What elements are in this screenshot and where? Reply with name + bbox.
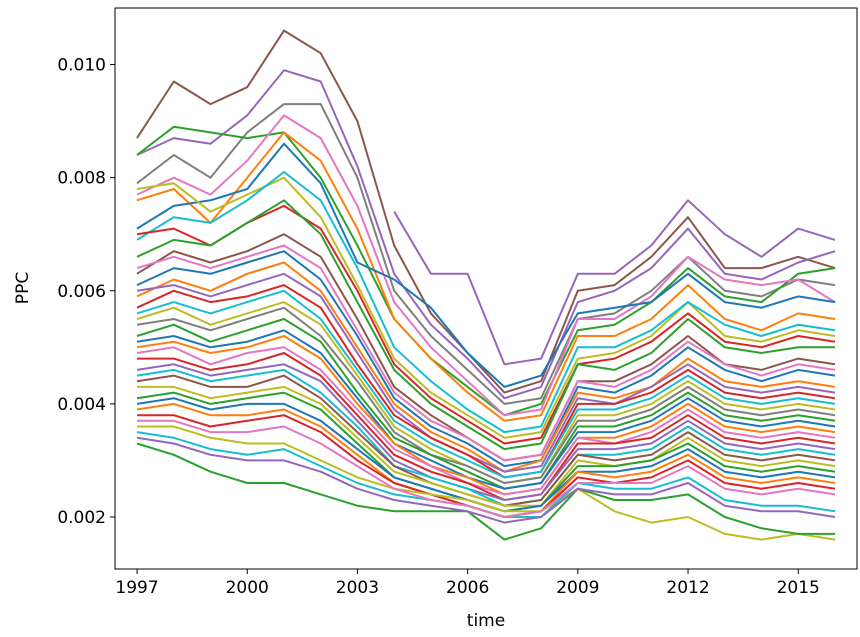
x-tick-label: 2012 [666, 578, 709, 598]
series-line-12 [136, 199, 835, 451]
y-tick-label: 0.008 [57, 169, 106, 189]
series-line-17 [136, 272, 836, 473]
series-line-8 [136, 142, 836, 388]
series-line-22 [136, 318, 836, 490]
series-line-9 [136, 176, 836, 439]
series-line-15 [136, 250, 836, 468]
series-line-2 [136, 69, 836, 400]
series-line-25 [136, 346, 836, 496]
series-line-21 [136, 306, 836, 484]
y-tick-label: 0.010 [57, 56, 106, 76]
series-line-36 [136, 442, 835, 541]
x-tick-label: 2000 [226, 578, 269, 598]
series-line-7 [136, 131, 836, 422]
x-axis-label: time [467, 611, 505, 631]
series-line-35 [137, 425, 836, 541]
series-line-30 [137, 385, 836, 507]
series-line-24 [136, 335, 836, 496]
series-line-5 [136, 125, 836, 417]
series-line-38 [137, 419, 836, 518]
y-tick-label: 0.002 [57, 508, 106, 528]
x-tick-label: 2015 [777, 578, 820, 598]
series-line-39 [136, 436, 836, 524]
series-line-4 [136, 103, 836, 405]
series-line-16 [136, 261, 836, 473]
series-line-1 [136, 29, 836, 394]
series-line-3 [393, 199, 836, 366]
series-line-23 [136, 329, 836, 490]
x-tick-label: 2003 [336, 578, 379, 598]
series-line-27 [136, 363, 836, 501]
x-tick-label: 2006 [446, 578, 489, 598]
series-line-19 [136, 289, 836, 479]
y-axis: 0.002 0.004 0.006 0.008 0.010 [57, 56, 115, 528]
y-tick-label: 0.004 [57, 395, 106, 415]
y-axis-label: PPC [13, 272, 33, 304]
series-line-6 [136, 114, 836, 417]
series-line-26 [137, 352, 836, 501]
axes-frame [114, 7, 858, 570]
series-line-10 [136, 171, 836, 434]
x-tick-label: 2009 [556, 578, 599, 598]
series-line-18 [136, 284, 836, 479]
series-layer [136, 29, 836, 541]
y-tick-label: 0.006 [57, 282, 106, 302]
series-line-28 [136, 368, 836, 507]
x-axis: 1997 2000 2003 2006 2009 2012 2015 [115, 569, 820, 598]
series-line-14 [136, 244, 836, 462]
x-tick-label: 1997 [115, 578, 158, 598]
